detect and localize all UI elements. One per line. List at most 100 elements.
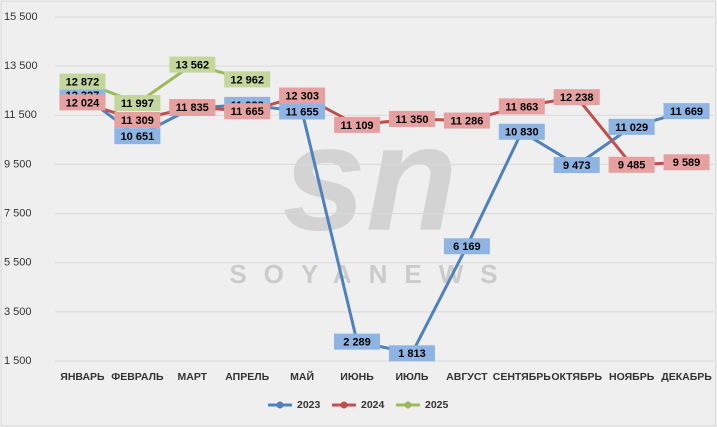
data-label-box xyxy=(224,71,271,88)
data-label: 11 286 xyxy=(443,112,490,129)
y-tick-label: 7 500 xyxy=(4,207,32,219)
x-tick-label: ДЕКАБРЬ xyxy=(661,371,712,383)
data-label-box xyxy=(334,333,381,350)
data-label-text: 11 309 xyxy=(121,115,154,127)
data-label-box xyxy=(169,56,216,73)
data-label: 11 665 xyxy=(224,103,271,120)
data-label-text: 2 289 xyxy=(343,337,371,349)
data-label-box xyxy=(498,98,545,115)
y-tick-label: 11 500 xyxy=(4,109,37,121)
data-label: 11 029 xyxy=(608,118,655,135)
data-label: 9 485 xyxy=(608,156,655,173)
x-tick-label: СЕНТЯБРЬ xyxy=(493,371,552,383)
data-label: 11 863 xyxy=(498,98,545,115)
data-label-box xyxy=(59,73,106,90)
data-label-box xyxy=(663,154,710,171)
data-label: 9 473 xyxy=(553,157,600,174)
data-label-text: 11 835 xyxy=(176,102,209,114)
data-label-text: 12 024 xyxy=(66,97,101,109)
x-tick-label: АВГУСТ xyxy=(446,371,488,383)
x-tick-label: ЯНВАРЬ xyxy=(60,371,105,383)
legend-label: 2024 xyxy=(361,399,385,411)
data-label: 6 169 xyxy=(443,238,490,255)
legend-marker xyxy=(404,401,412,409)
data-label-box xyxy=(169,99,216,116)
data-label-box xyxy=(114,128,161,145)
data-label-box xyxy=(279,87,326,104)
data-label-box xyxy=(443,238,490,255)
y-tick-label: 13 500 xyxy=(4,60,38,72)
data-label-text: 10 830 xyxy=(505,127,539,139)
data-label-text: 11 350 xyxy=(395,114,428,126)
data-label-text: 12 962 xyxy=(230,74,264,86)
x-tick-label: НОЯБРЬ xyxy=(609,371,655,383)
data-label: 13 562 xyxy=(169,56,216,73)
data-label: 11 835 xyxy=(169,99,216,116)
y-tick-label: 15 500 xyxy=(4,11,38,23)
data-label: 11 655 xyxy=(279,103,326,120)
data-label-box xyxy=(114,95,161,112)
data-label-text: 11 665 xyxy=(231,106,264,118)
data-label-box xyxy=(334,116,381,133)
x-tick-label: ФЕВРАЛЬ xyxy=(111,371,164,383)
data-label: 9 589 xyxy=(663,154,710,171)
watermark: SOYANEWS xyxy=(229,259,514,289)
y-tick-label: 1 500 xyxy=(4,355,32,367)
legend-marker xyxy=(340,401,348,409)
data-label-box xyxy=(114,111,161,128)
data-label-box xyxy=(279,103,326,120)
data-label: 11 669 xyxy=(663,103,710,120)
data-label-text: 9 589 xyxy=(673,157,701,169)
data-label: 10 651 xyxy=(114,128,161,145)
legend-marker xyxy=(276,401,284,409)
data-label-text: 6 169 xyxy=(453,241,481,253)
data-label: 12 872 xyxy=(59,73,106,90)
x-tick-label: ОКТЯБРЬ xyxy=(551,371,602,383)
data-label-text: 11 669 xyxy=(670,106,703,118)
data-label: 10 830 xyxy=(498,123,545,140)
x-tick-label: ИЮЛЬ xyxy=(396,371,429,383)
data-label-text: 1 813 xyxy=(398,348,426,360)
data-label-box xyxy=(553,89,600,106)
data-label-text: 11 863 xyxy=(505,101,538,113)
data-label-text: 9 473 xyxy=(563,160,591,172)
data-label-box xyxy=(608,118,655,135)
y-tick-label: 9 500 xyxy=(4,158,32,170)
x-tick-label: ИЮНЬ xyxy=(340,371,374,383)
data-label-text: 11 997 xyxy=(121,98,154,110)
data-label-text: 9 485 xyxy=(618,160,646,172)
data-label-box xyxy=(388,345,435,362)
legend-label: 2023 xyxy=(297,399,321,411)
series-line xyxy=(81,62,248,105)
data-label: 12 962 xyxy=(224,71,271,88)
data-label-text: 13 562 xyxy=(175,60,209,72)
data-label-box xyxy=(224,103,271,120)
data-label: 12 238 xyxy=(553,89,600,106)
data-label: 1 813 xyxy=(388,345,435,362)
y-tick-label: 5 500 xyxy=(4,257,32,269)
data-label: 2 289 xyxy=(334,333,381,350)
data-label: 12 024 xyxy=(59,94,106,111)
data-label-text: 11 286 xyxy=(450,115,483,127)
data-label: 11 350 xyxy=(388,110,435,127)
data-label-text: 11 029 xyxy=(615,122,648,134)
data-label-box xyxy=(498,123,545,140)
data-label-text: 12 872 xyxy=(66,76,100,88)
data-label-box xyxy=(663,103,710,120)
data-label: 11 309 xyxy=(114,111,161,128)
data-label-box xyxy=(388,110,435,127)
data-label-text: 12 303 xyxy=(285,90,319,102)
data-label-box xyxy=(59,94,106,111)
data-label-text: 12 238 xyxy=(560,92,594,104)
legend-label: 2025 xyxy=(425,399,449,411)
data-label-box xyxy=(443,112,490,129)
data-label: 12 303 xyxy=(279,87,326,104)
y-tick-label: 3 500 xyxy=(4,306,32,318)
data-label: 11 109 xyxy=(334,116,381,133)
data-label-text: 10 651 xyxy=(121,131,155,143)
data-label: 11 997 xyxy=(114,95,161,112)
x-tick-label: МАРТ xyxy=(177,371,207,383)
data-label-text: 11 655 xyxy=(286,106,319,118)
data-label-text: 11 109 xyxy=(341,120,374,132)
